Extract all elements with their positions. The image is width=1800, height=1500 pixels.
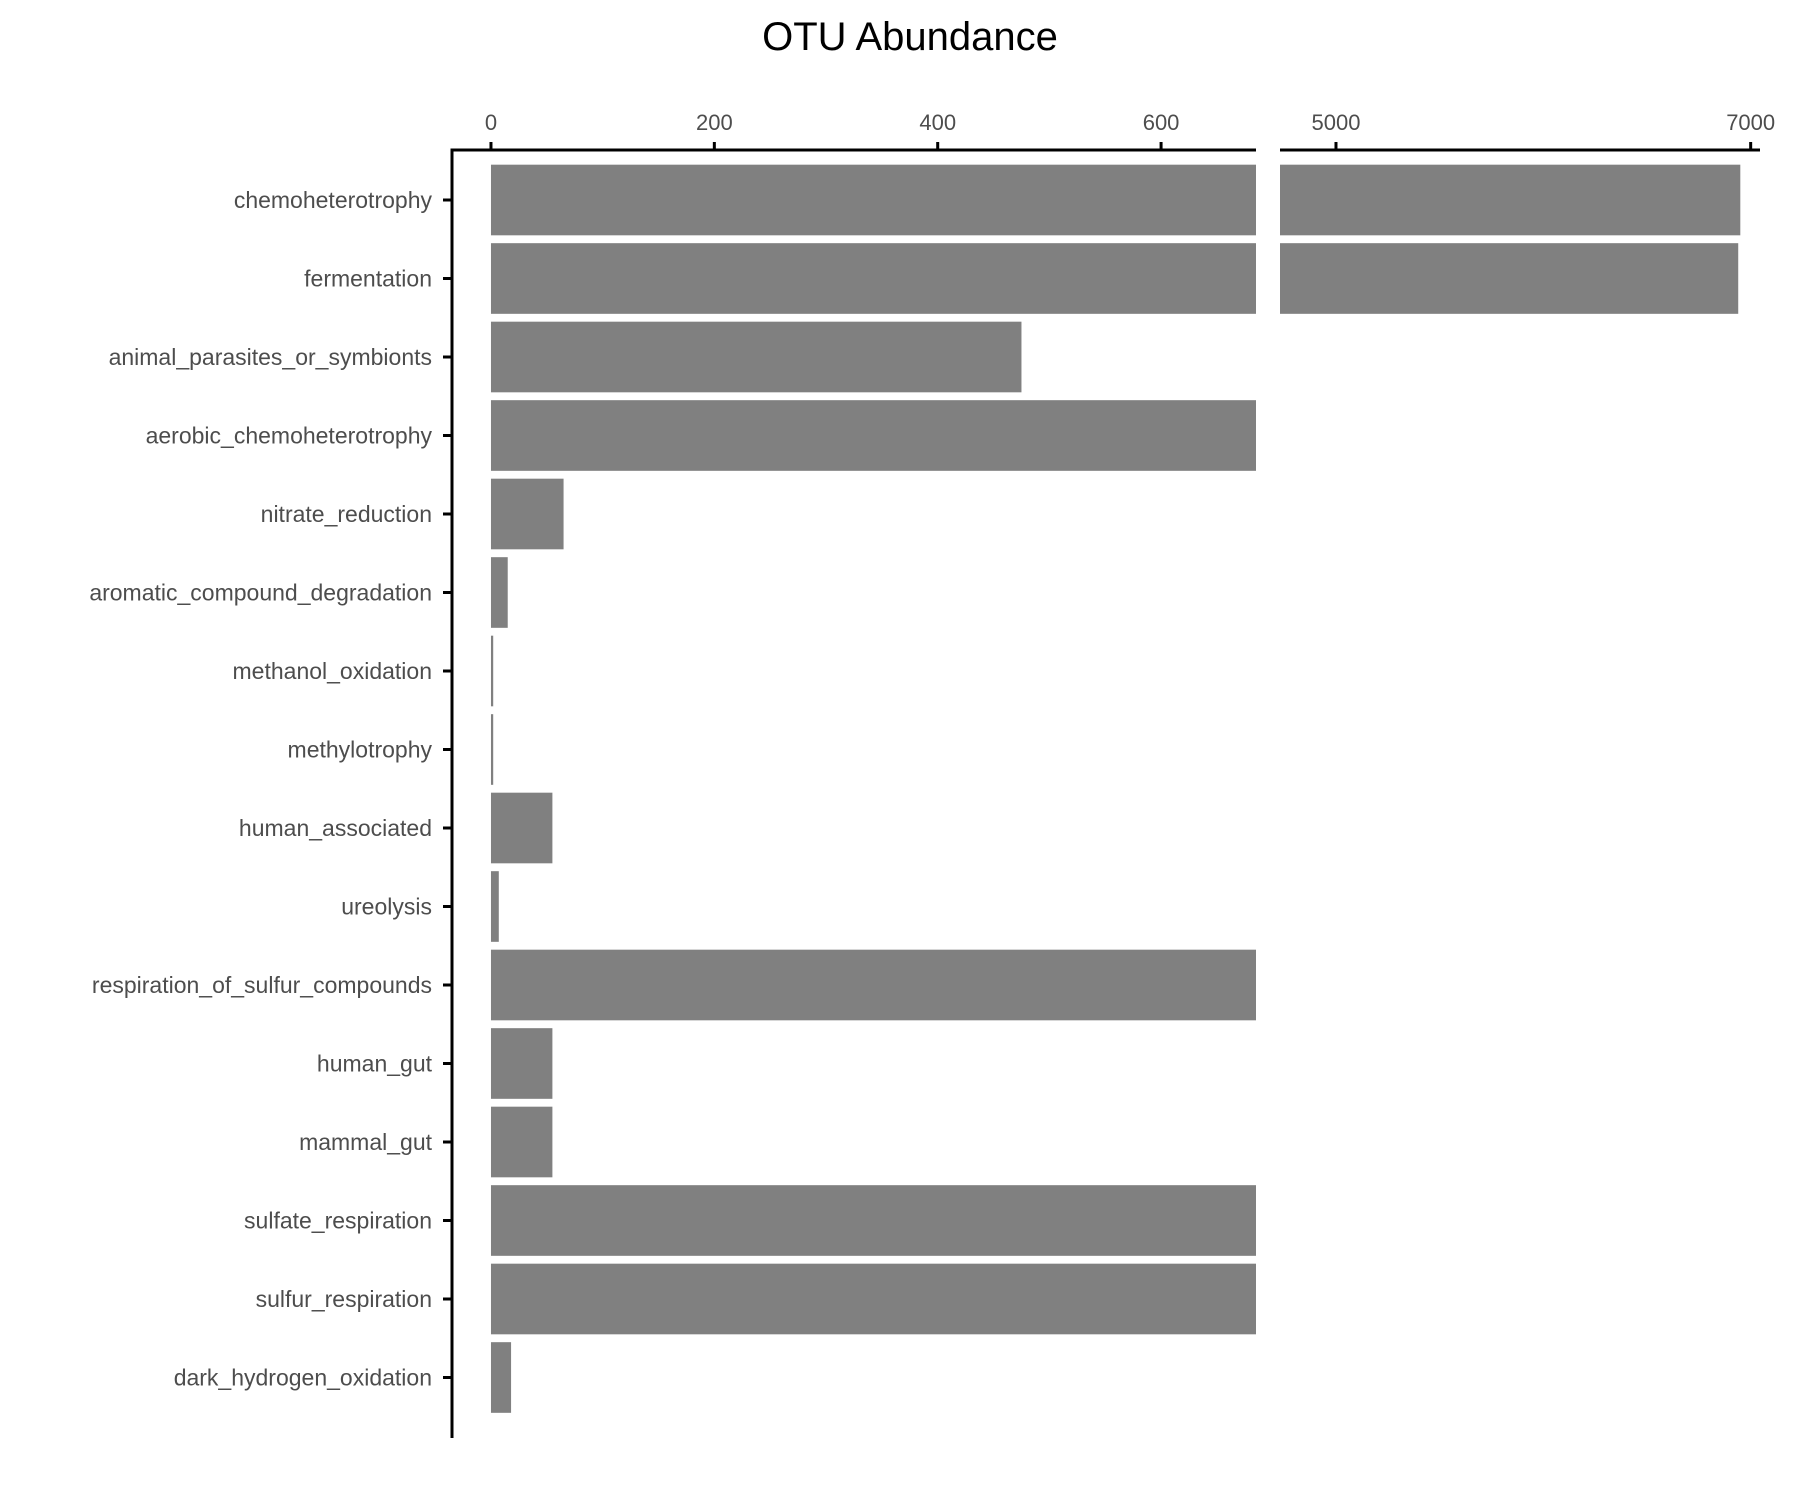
bar-aerobic_chemoheterotrophy bbox=[490, 400, 1257, 471]
bar-ureolysis bbox=[490, 871, 499, 942]
x-tick-label: 400 bbox=[919, 110, 956, 135]
y-axis: chemoheterotrophy fermentation animal_para… bbox=[89, 148, 454, 1438]
bars bbox=[490, 164, 1741, 1413]
bar-aromatic_compound_degradation bbox=[490, 557, 508, 628]
x-tick-label: 7000 bbox=[1726, 110, 1775, 135]
bar-nitrate_reduction bbox=[490, 478, 564, 550]
category-label: fermentation bbox=[304, 266, 432, 292]
bar-respiration_of_sulfur_compounds bbox=[490, 949, 1257, 1021]
chart-title: OTU Abundance bbox=[762, 15, 1058, 59]
category-label: animal_parasites_or_symbionts bbox=[109, 344, 432, 370]
category-label: methanol_oxidation bbox=[233, 658, 432, 684]
category-label: aromatic_compound_degradation bbox=[89, 580, 432, 606]
bar-sulfur_respiration bbox=[490, 1263, 1257, 1335]
x-tick-label: 5000 bbox=[1312, 110, 1361, 135]
bar-methanol_oxidation bbox=[490, 635, 494, 707]
category-label: respiration_of_sulfur_compounds bbox=[92, 972, 432, 998]
bar-dark_hydrogen_oxidation bbox=[490, 1342, 512, 1413]
bar-human_associated bbox=[490, 792, 553, 864]
category-label: dark_hydrogen_oxidation bbox=[174, 1365, 432, 1391]
bar-fermentation-upper bbox=[1280, 243, 1739, 314]
category-label: methylotrophy bbox=[288, 737, 433, 763]
category-label: aerobic_chemoheterotrophy bbox=[146, 423, 433, 449]
category-label: human_gut bbox=[317, 1051, 433, 1077]
bar-methylotrophy bbox=[490, 714, 494, 785]
x-tick-label: 0 bbox=[485, 110, 497, 135]
bar-fermentation bbox=[490, 243, 1257, 314]
category-label: mammal_gut bbox=[299, 1129, 433, 1155]
bar-human_gut bbox=[490, 1028, 553, 1099]
category-label: human_associated bbox=[239, 815, 432, 841]
x-tick-label: 200 bbox=[696, 110, 733, 135]
category-label: sulfur_respiration bbox=[256, 1286, 432, 1312]
bar-chemoheterotrophy-upper bbox=[1280, 164, 1741, 236]
category-label: sulfate_respiration bbox=[244, 1208, 432, 1234]
category-label: nitrate_reduction bbox=[261, 501, 432, 527]
x-axes: 0 200 400 600 5000 7000 bbox=[453, 110, 1775, 152]
x-tick-label: 600 bbox=[1143, 110, 1180, 135]
bar-mammal_gut bbox=[490, 1106, 553, 1178]
category-label: ureolysis bbox=[341, 894, 432, 920]
bar-chemoheterotrophy bbox=[490, 164, 1257, 236]
bar-animal_parasites_or_symbionts bbox=[490, 321, 1022, 393]
bar-sulfate_respiration bbox=[490, 1185, 1257, 1256]
category-label: chemoheterotrophy bbox=[234, 187, 433, 213]
